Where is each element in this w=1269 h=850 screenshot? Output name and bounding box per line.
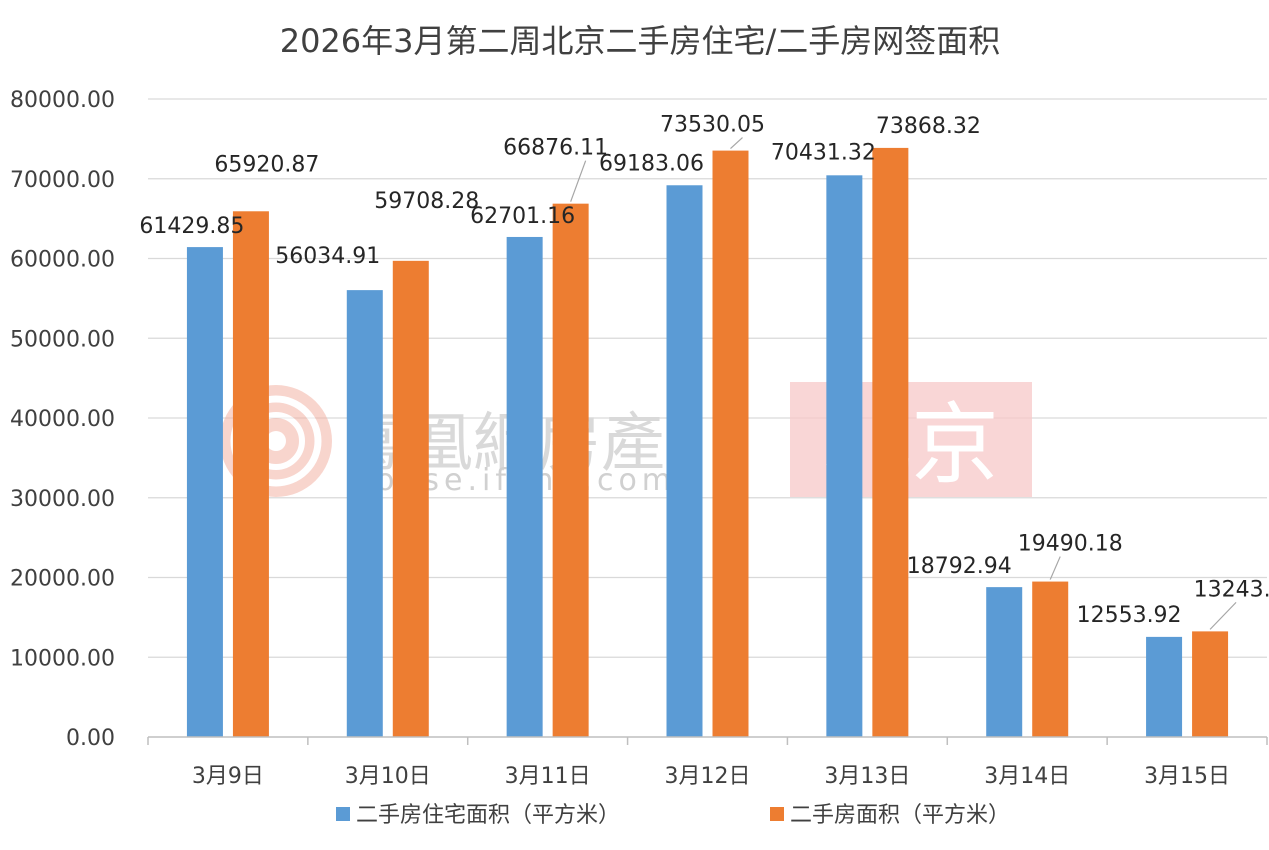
bar-residential-area [506,236,543,737]
x-tick-label: 3月9日 [192,764,264,789]
legend: 二手房住宅面积（平方米） 二手房面积（平方米） [336,803,1010,828]
data-label-leader [1209,601,1237,630]
x-tick-label: 3月13日 [824,764,910,789]
y-tick-label: 40000.00 [10,407,115,432]
bar-residential-area [346,290,383,737]
bar-residential-area [666,185,703,738]
data-label: 62701.16 [470,204,575,229]
y-tick-label: 80000.00 [10,88,115,113]
data-label-leader [570,160,587,202]
data-label: 65920.87 [214,152,319,177]
y-tick-label: 0.00 [66,726,115,751]
gridlines [148,98,1267,658]
bar-residential-area [1146,636,1183,737]
data-label: 69183.06 [599,151,704,176]
y-tick-label: 50000.00 [10,327,115,352]
bar-total-area [392,260,429,737]
bar-total-area [712,150,749,738]
bar-total-area [872,147,909,737]
legend-label: 二手房住宅面积（平方米） [356,803,620,828]
bar-total-area [1192,631,1229,737]
data-label-leader [1049,556,1061,580]
data-label-leader [730,137,743,150]
legend-swatch [770,807,784,821]
data-label: 73868.32 [876,114,981,139]
x-tick-label: 3月12日 [665,764,751,789]
chart-title: 2026年3月第二周北京二手房住宅/二手房网签面积 [280,22,1001,60]
bar-residential-area [986,587,1023,737]
data-label: 19490.18 [1018,532,1123,557]
data-label: 73530.05 [660,113,765,138]
data-label: 59708.28 [374,189,479,214]
y-tick-label: 10000.00 [10,646,115,671]
y-tick-label: 30000.00 [10,487,115,512]
x-tick-label: 3月15日 [1144,764,1230,789]
data-label: 18792.94 [907,554,1012,579]
data-label: 13243.73 [1194,577,1269,602]
data-label: 12553.92 [1077,603,1182,628]
x-tick-label: 3月10日 [345,764,431,789]
bar-residential-area [186,247,223,738]
y-tick-label: 60000.00 [10,248,115,273]
y-tick-label: 20000.00 [10,567,115,592]
y-tick-label: 70000.00 [10,168,115,193]
legend-label: 二手房面积（平方米） [790,803,1010,828]
data-labels: 61429.85 65920.87 56034.91 59708.2862701.16… [139,113,1269,630]
bar-total-area [1032,581,1069,737]
axes: 0.00 10000.00 20000.00 30000.00 40000.00 5000… [10,88,1268,789]
data-label: 56034.91 [275,244,380,269]
x-tick-label: 3月14日 [984,764,1070,789]
data-label: 70431.32 [771,140,876,165]
legend-swatch [336,807,350,821]
bar-residential-area [826,175,863,737]
data-label: 61429.85 [139,214,244,239]
bar-total-area [552,203,589,737]
bars [186,147,1229,738]
x-tick-label: 3月11日 [505,764,591,789]
bar-total-area [232,211,269,737]
data-label: 66876.11 [503,136,608,161]
watermark: 鳳凰網房產 house.ifeng.com 北京 [220,382,1032,498]
